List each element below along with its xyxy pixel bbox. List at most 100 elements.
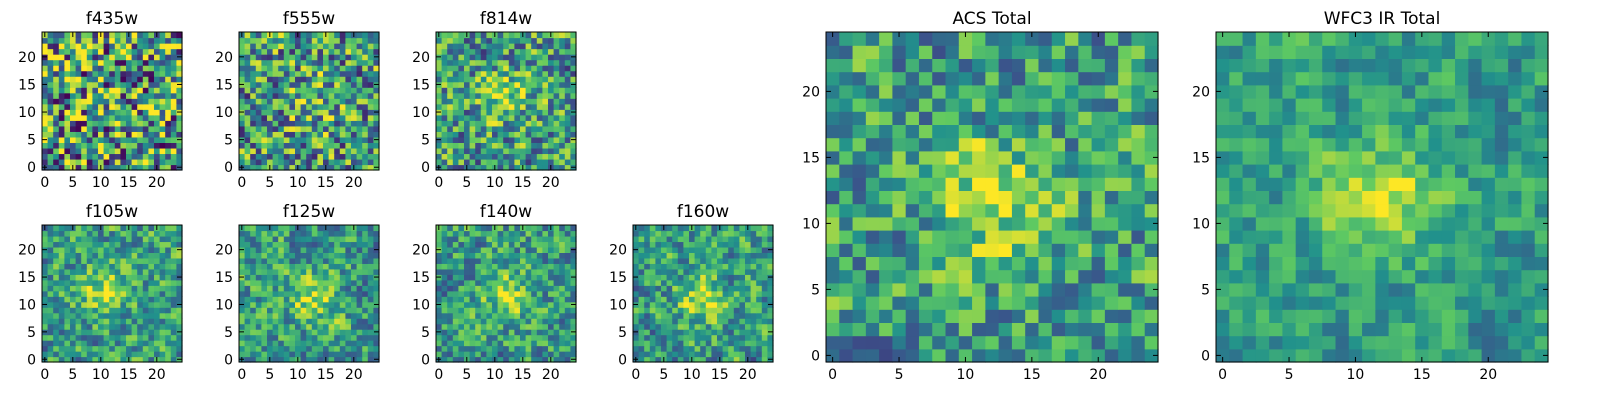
heatmap-cell <box>137 279 144 286</box>
heatmap-cell <box>103 131 110 138</box>
heatmap-cell <box>81 290 88 297</box>
heatmap-cell <box>70 246 77 253</box>
heatmap-cell <box>250 147 257 155</box>
heatmap-cell <box>306 268 313 275</box>
heatmap-cell <box>295 301 302 308</box>
heatmap-cell <box>339 59 346 66</box>
heatmap-cell <box>142 87 149 94</box>
heatmap-cell <box>548 235 555 243</box>
heatmap-cell <box>733 235 740 243</box>
heatmap-cell <box>351 307 358 314</box>
heatmap-cell <box>739 235 746 243</box>
heatmap-cell <box>255 246 262 253</box>
heatmap-cell <box>137 158 144 166</box>
heatmap-cell <box>328 263 335 270</box>
heatmap-cell <box>852 216 867 231</box>
heatmap-cell <box>739 307 746 314</box>
heatmap-cell <box>666 312 673 319</box>
heatmap-cell <box>553 65 560 72</box>
heatmap-cell <box>131 120 138 127</box>
heatmap-cell <box>148 81 155 88</box>
heatmap-cell <box>503 65 510 72</box>
heatmap-cell <box>441 114 448 121</box>
y-tick-label: 10 <box>215 297 233 313</box>
heatmap-cell <box>722 246 729 253</box>
heatmap-cell <box>98 98 105 105</box>
heatmap-cell <box>92 252 99 259</box>
heatmap-cell <box>334 32 341 39</box>
heatmap-cell <box>892 296 907 310</box>
heatmap-cell <box>92 307 99 314</box>
heatmap-cell <box>761 307 768 314</box>
y-tick-label: 20 <box>215 243 233 259</box>
heatmap-cell <box>283 252 290 259</box>
heatmap-cell <box>672 323 679 330</box>
heatmap-cell <box>525 318 532 325</box>
heatmap-cell <box>1091 190 1106 205</box>
x-tick-label: 10 <box>289 367 307 383</box>
heatmap-cell <box>98 241 105 248</box>
heatmap-cell <box>159 125 166 132</box>
heatmap-cell <box>570 70 577 77</box>
heatmap-cell <box>328 296 335 303</box>
heatmap-cell <box>492 301 499 308</box>
heatmap-cell <box>672 246 679 253</box>
heatmap-cell <box>452 312 459 319</box>
heatmap-cell <box>553 92 560 99</box>
heatmap-cell <box>750 257 757 264</box>
heatmap-cell <box>356 136 363 143</box>
heatmap-cell <box>154 147 161 155</box>
heatmap-cell <box>852 269 867 284</box>
heatmap-cell <box>932 296 947 310</box>
heatmap-cell <box>103 147 110 155</box>
heatmap-cell <box>480 351 487 358</box>
heatmap-cell <box>300 76 307 83</box>
heatmap-cell <box>283 136 290 143</box>
heatmap-cell <box>655 246 662 253</box>
heatmap-cell <box>148 164 155 171</box>
heatmap-cell <box>323 98 330 105</box>
heatmap-cell <box>531 32 538 39</box>
heatmap-cell <box>1144 230 1159 244</box>
heatmap-cell <box>464 103 471 110</box>
heatmap-cell <box>542 54 549 61</box>
heatmap-cell <box>1104 190 1119 205</box>
heatmap-cell <box>452 323 459 330</box>
heatmap-cell <box>441 296 448 303</box>
heatmap-cell <box>351 65 358 72</box>
heatmap-cell <box>945 216 960 231</box>
heatmap-cell <box>514 70 521 77</box>
heatmap-cell <box>86 103 93 110</box>
heatmap-cell <box>1065 322 1079 337</box>
heatmap-cell <box>300 279 307 286</box>
heatmap-cell <box>239 103 246 110</box>
heatmap-cell <box>553 114 560 121</box>
heatmap-cell <box>176 142 183 149</box>
heatmap-cell <box>109 76 116 83</box>
heatmap-cell <box>261 334 268 341</box>
heatmap-cell <box>761 323 768 330</box>
heatmap-cell <box>58 285 65 292</box>
heatmap-cell <box>672 230 679 237</box>
heatmap-cell <box>120 81 127 88</box>
heatmap-cell <box>351 114 358 121</box>
heatmap-cell <box>92 257 99 264</box>
heatmap-cell <box>114 98 121 105</box>
heatmap-cell <box>261 87 268 94</box>
heatmap-cell <box>525 103 532 110</box>
heatmap-cell <box>47 103 54 110</box>
heatmap-cell <box>717 274 724 281</box>
heatmap-cell <box>469 131 476 138</box>
heatmap-cell <box>109 318 116 325</box>
heatmap-cell <box>486 263 493 270</box>
heatmap-cell <box>120 98 127 105</box>
heatmap-cell <box>633 241 640 248</box>
heatmap-cell <box>356 54 363 61</box>
heatmap-cell <box>373 235 380 243</box>
heatmap-cell <box>58 307 65 314</box>
heatmap-cell <box>367 92 374 99</box>
heatmap-cell <box>1011 177 1026 191</box>
heatmap-cell <box>542 230 549 237</box>
heatmap-cell <box>267 329 274 336</box>
